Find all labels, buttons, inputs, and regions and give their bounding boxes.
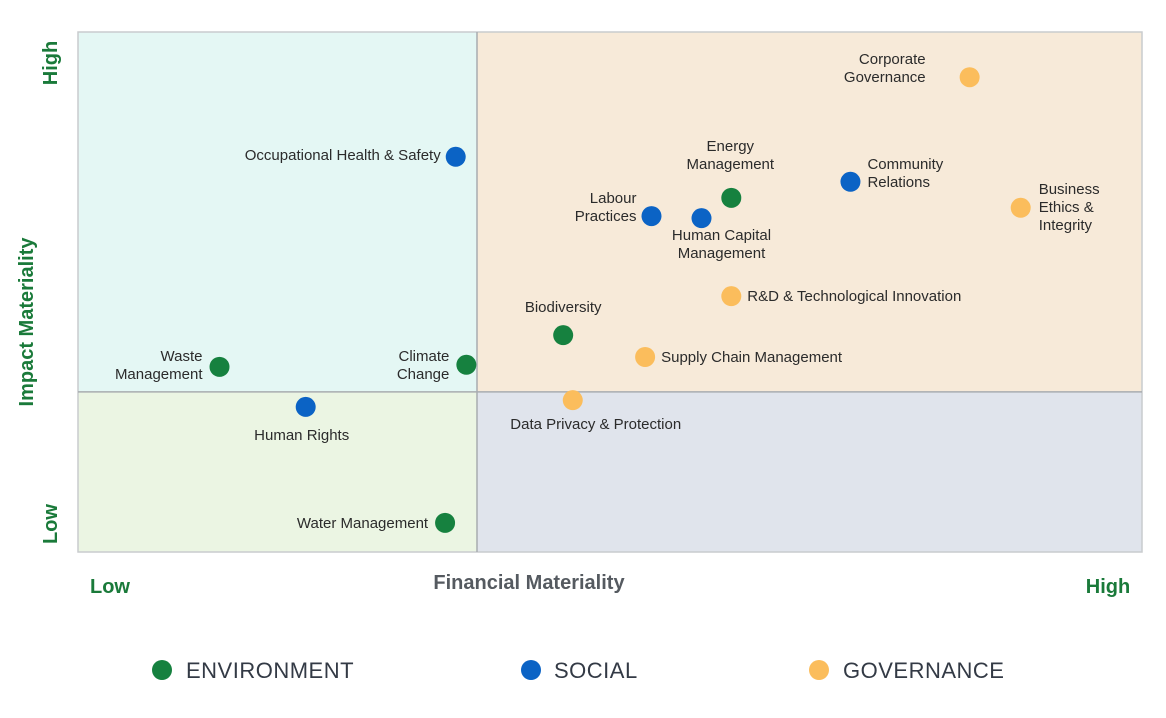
data-points: Corporate Governance Occupational Health &… [115, 51, 1100, 533]
marker-occupational-health-and-safety [445, 146, 466, 167]
y-high-label: High [40, 41, 62, 85]
label-water-management: Water Management [297, 515, 429, 532]
legend-item-environment: ENVIRONMENT [152, 658, 354, 683]
point-human-capital-management: Human Capital Management [672, 208, 771, 262]
quadrant-bottom-left [78, 391, 477, 552]
label-waste-management: Waste Management [115, 348, 203, 383]
plot-border [77, 31, 1143, 553]
marker-human-rights [295, 396, 316, 417]
legend-marker-social [521, 660, 541, 680]
quadrants [77, 31, 1143, 553]
marker-business-ethics-and-integrity [1010, 197, 1031, 218]
x-high-label: High [1086, 576, 1130, 598]
marker-climate-change [456, 354, 477, 375]
marker-water-management [435, 512, 456, 533]
marker-biodiversity [553, 325, 574, 346]
x-axis-title: Financial Materiality [433, 572, 625, 594]
marker-community-relations [840, 171, 861, 192]
point-biodiversity: Biodiversity [525, 299, 602, 346]
point-climate-change: Climate Change [397, 348, 477, 383]
quadrant-top-right [477, 32, 1142, 392]
label-randd-and-technological-innovation: R&D & Technological Innovation [747, 288, 961, 305]
label-labour-practices: Labour Practices [575, 190, 637, 225]
legend-label-governance: GOVERNANCE [843, 658, 1004, 683]
legend-item-governance: GOVERNANCE [809, 658, 1004, 683]
point-waste-management: Waste Management [115, 348, 230, 383]
label-human-capital-management: Human Capital Management [672, 227, 771, 262]
marker-energy-management [721, 187, 742, 208]
point-business-ethics-and-integrity: Business Ethics & Integrity [1010, 181, 1100, 234]
point-human-rights: Human Rights [254, 396, 349, 444]
label-energy-management: Energy Management [687, 138, 775, 173]
label-supply-chain-management: Supply Chain Management [661, 349, 843, 366]
quadrant-bottom-right [477, 391, 1142, 552]
marker-randd-and-technological-innovation [721, 286, 742, 307]
point-supply-chain-management: Supply Chain Management [635, 347, 843, 367]
label-occupational-health-and-safety: Occupational Health & Safety [245, 147, 441, 164]
quadrant-top-left [78, 32, 477, 392]
point-randd-and-technological-innovation: R&D & Technological Innovation [721, 286, 961, 307]
legend-marker-governance [809, 660, 829, 680]
legend-label-social: SOCIAL [554, 658, 638, 683]
marker-supply-chain-management [635, 347, 656, 367]
label-business-ethics-and-integrity: Business Ethics & Integrity [1039, 181, 1100, 234]
label-community-relations: Community Relations [867, 156, 943, 191]
label-biodiversity: Biodiversity [525, 299, 602, 316]
y-low-label: Low [40, 504, 62, 544]
label-human-rights: Human Rights [254, 427, 349, 444]
marker-corporate-governance [959, 67, 980, 88]
point-community-relations: Community Relations [840, 156, 944, 192]
label-climate-change: Climate Change [397, 348, 450, 383]
point-labour-practices: Labour Practices [575, 190, 662, 227]
legend-marker-environment [152, 660, 172, 680]
point-data-privacy-and-protection: Data Privacy & Protection [510, 390, 681, 433]
label-data-privacy-and-protection: Data Privacy & Protection [510, 416, 681, 433]
point-occupational-health-and-safety: Occupational Health & Safety [245, 146, 466, 167]
x-low-label: Low [90, 576, 130, 598]
point-water-management: Water Management [297, 512, 456, 533]
marker-waste-management [209, 356, 230, 377]
y-axis-title: Impact Materiality [16, 237, 38, 407]
point-corporate-governance: Corporate Governance [844, 51, 980, 88]
marker-human-capital-management [691, 208, 712, 229]
label-corporate-governance: Corporate Governance [844, 51, 926, 86]
legend: ENVIRONMENT SOCIAL GOVERNANCE [152, 658, 1004, 683]
legend-item-social: SOCIAL [521, 658, 638, 683]
marker-data-privacy-and-protection [562, 390, 583, 411]
marker-labour-practices [641, 206, 662, 227]
point-energy-management: Energy Management [687, 138, 775, 208]
legend-label-environment: ENVIRONMENT [186, 658, 354, 683]
